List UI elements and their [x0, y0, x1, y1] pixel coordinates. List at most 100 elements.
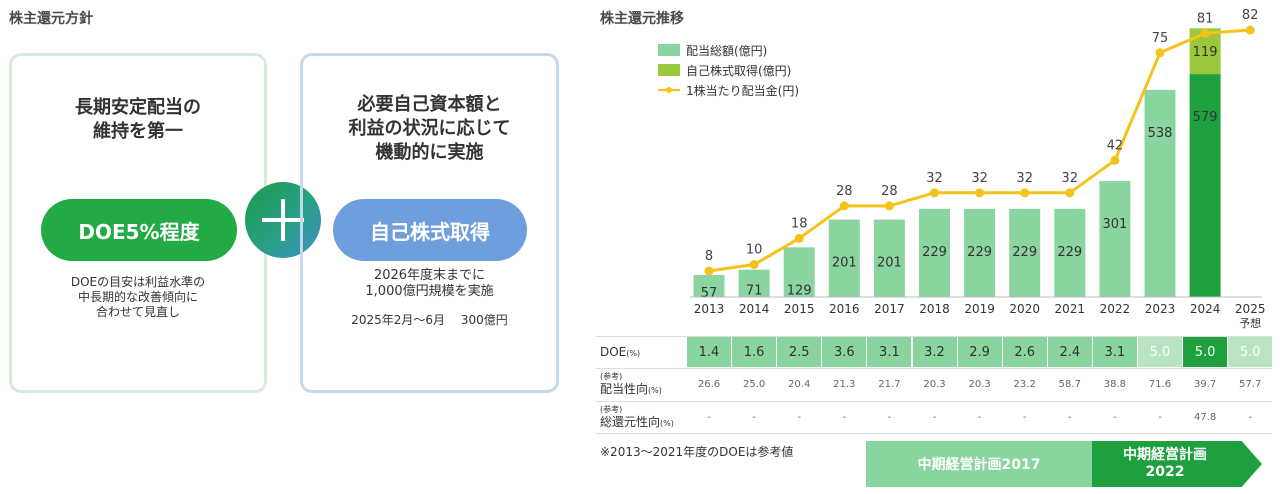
bar-label-dividend-2022: 301 [1102, 217, 1127, 232]
bar-dividend-2018 [919, 208, 950, 297]
bar-dividend-2020 [1009, 208, 1041, 297]
buyback-note-3: 2025年2月～6月 300億円 [351, 313, 508, 327]
total-return-cell-2019: - [957, 402, 1002, 433]
payout-ref-tag: (参考) [600, 372, 623, 381]
midterm-plan-2022-line1: 中期経営計画 [1123, 447, 1207, 463]
x-tick-2017: 2017 [874, 302, 905, 316]
total-return-row-label: (参考) 総還元性向(%) [600, 404, 674, 430]
midterm-plan-2022-line2: 2022 [1145, 464, 1185, 480]
chart-section-title: 株主還元推移 [600, 11, 684, 27]
x-tick-2024: 2024 [1190, 302, 1221, 316]
dps-point-2016 [839, 201, 849, 211]
buyback-note-1: 2026年度末までに [373, 268, 486, 283]
doe-note-3: 合わせて見直し [95, 305, 180, 319]
bar-label-dividend-2024: 579 [1193, 110, 1218, 125]
dps-point-2018 [930, 188, 939, 198]
total-ref-tag: (参考) [600, 405, 623, 414]
bar-label-dividend-2014: 71 [746, 283, 763, 298]
total-return-label: 総還元性向 [600, 415, 661, 429]
doe-note-2: 中長期的な改善傾向に [77, 290, 198, 304]
x-tick-2018: 2018 [919, 302, 950, 316]
payout-cell-2018: 20.3 [912, 369, 957, 400]
bar-label-dividend-2020: 229 [1012, 245, 1037, 260]
total-return-cell-2020: - [1002, 402, 1047, 433]
payout-cell-2013: 26.6 [687, 369, 731, 400]
payout-cell-2025: 57.7 [1228, 369, 1273, 400]
payout-cell-2021: 58.7 [1047, 369, 1092, 400]
table-divider-2 [596, 401, 1272, 402]
buyback-policy-headline-3: 機動的に実施 [375, 142, 484, 163]
payout-cell-2017: 21.7 [867, 369, 912, 400]
plus-icon [245, 182, 321, 258]
legend-item-dividend: 配当総額(億円) [658, 40, 799, 60]
dps-label-2017: 28 [881, 184, 898, 199]
bar-label-dividend-2021: 229 [1057, 245, 1082, 260]
bar-dividend-2022 [1099, 181, 1131, 297]
doe-cell-2020: 2.6 [1002, 337, 1047, 367]
x-tick-2014: 2014 [739, 302, 770, 316]
dps-point-2025 [1245, 25, 1255, 35]
dps-label-2025: 82 [1242, 8, 1259, 23]
dividend-policy-headline-1: 長期安定配当の [75, 97, 201, 118]
table-divider-1 [596, 368, 1272, 369]
legend-label-dividend: 配当総額(億円) [686, 43, 768, 58]
payout-cell-2023: 71.6 [1138, 369, 1182, 400]
doe-cell-2021: 2.4 [1047, 337, 1092, 367]
total-return-cell-2022: - [1092, 402, 1137, 433]
legend-swatch-dividend [658, 44, 680, 56]
dps-label-2013: 8 [705, 249, 713, 264]
dps-label-2023: 75 [1152, 31, 1169, 46]
table-divider-bottom [596, 433, 1272, 434]
dps-point-2022 [1110, 155, 1120, 165]
total-return-cell-2013: - [687, 402, 731, 433]
bar-dividend-2014 [738, 269, 770, 297]
dps-label-2014: 10 [746, 242, 763, 257]
dps-label-2016: 28 [836, 184, 853, 199]
total-return-cell-2014: - [732, 402, 777, 433]
bar-dividend-2015 [783, 247, 815, 297]
x-tick-2020: 2020 [1009, 302, 1040, 316]
payout-cell-2022: 38.8 [1092, 369, 1137, 400]
bar-dividend-2019 [964, 208, 996, 297]
x-sublabel-2025: 予想 [1239, 316, 1261, 330]
dps-point-2024 [1200, 28, 1210, 38]
total-return-cell-2018: - [912, 402, 957, 433]
total-return-cell-2023: - [1138, 402, 1182, 433]
bar-dividend-2016 [828, 219, 860, 297]
doe-cell-2023: 5.0 [1138, 337, 1182, 367]
doe-label: DOE [600, 345, 627, 359]
total-return-cell-2025: - [1228, 402, 1273, 433]
dps-label-2018: 32 [926, 171, 943, 186]
total-return-cell-2016: - [822, 402, 867, 433]
x-tick-2021: 2021 [1055, 302, 1086, 316]
dps-point-2019 [975, 188, 985, 198]
x-tick-2015: 2015 [784, 302, 815, 316]
legend-swatch-dps [658, 84, 680, 96]
dps-point-2020 [1020, 188, 1030, 198]
doe-cell-2024: 5.0 [1183, 337, 1228, 367]
midterm-plan-2017-band: 中期経営計画2017 [866, 441, 1092, 487]
bar-dividend-2013 [693, 275, 725, 297]
doe-cell-2017: 3.1 [867, 337, 912, 367]
payout-unit: (%) [648, 386, 662, 395]
doe-cell-2019: 2.9 [957, 337, 1002, 367]
total-return-cell-2017: - [867, 402, 912, 433]
doe-row-label: DOE(%) [600, 345, 640, 359]
dps-label-2024: 81 [1197, 11, 1214, 26]
bar-label-dividend-2015: 129 [787, 283, 812, 298]
x-tick-2025: 2025 [1235, 302, 1266, 316]
bar-dividend-2021 [1054, 208, 1086, 297]
doe-note-1: DOEの目安は利益水準の [70, 275, 206, 289]
doe-cell-2022: 3.1 [1092, 337, 1137, 367]
dps-point-2021 [1065, 188, 1075, 198]
total-return-unit: (%) [660, 419, 674, 428]
bar-label-dividend-2018: 229 [922, 245, 947, 260]
bar-label-dividend-2013: 57 [701, 286, 718, 301]
bar-label-dividend-2017: 201 [877, 256, 902, 271]
total-return-cell-2021: - [1047, 402, 1092, 433]
legend-item-buyback: 自己株式取得(億円) [658, 60, 799, 80]
buyback-policy-headline-1: 必要自己資本額と [357, 94, 502, 115]
buyback-pill: 自己株式取得 [333, 199, 527, 261]
total-return-cell-2015: - [777, 402, 822, 433]
